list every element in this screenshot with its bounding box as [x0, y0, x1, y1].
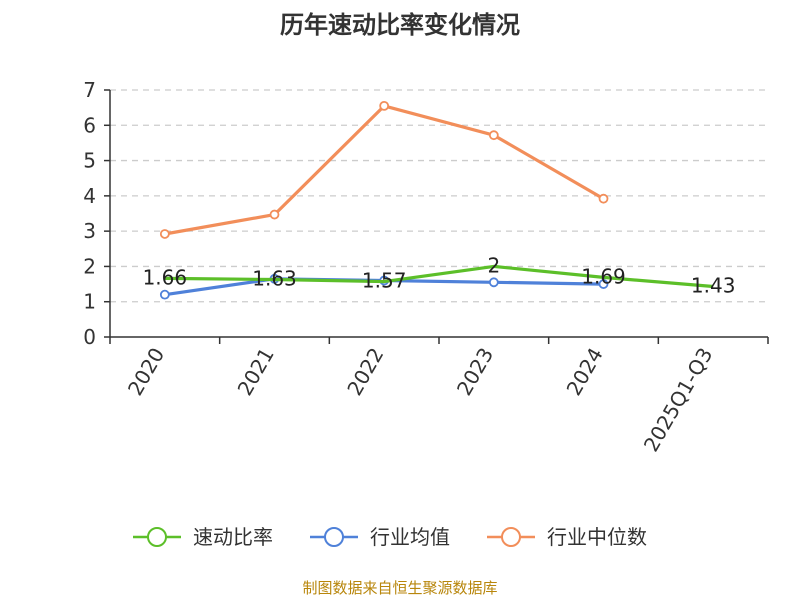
legend-label: 行业中位数 [547, 525, 647, 549]
data-label: 1.63 [252, 266, 297, 290]
legend-label: 速动比率 [193, 525, 273, 549]
x-tick-label: 2025Q1-Q3 [639, 344, 718, 456]
x-tick-label: 2022 [342, 344, 388, 400]
data-point [269, 209, 280, 220]
data-point [598, 279, 609, 289]
legend-marker [501, 527, 521, 547]
y-tick-label: 6 [83, 113, 96, 137]
x-tick-label: 2021 [233, 344, 279, 400]
source-note: 制图数据来自恒生聚源数据库 [302, 579, 497, 597]
y-tick-label: 0 [83, 325, 96, 349]
y-tick-label: 2 [83, 254, 96, 278]
data-label: 1.69 [581, 264, 626, 288]
legend-label: 行业均值 [370, 525, 450, 549]
y-tick-label: 4 [83, 184, 96, 208]
legend-item[interactable]: 行业均值 [310, 525, 450, 549]
data-point [488, 277, 499, 288]
chart-title: 历年速动比率变化情况 [280, 11, 520, 39]
series-line [164, 264, 714, 289]
series-line [164, 104, 605, 236]
x-tick-label: 2020 [123, 344, 169, 400]
legend-item[interactable]: 行业中位数 [487, 525, 647, 549]
y-tick-label: 7 [83, 78, 96, 102]
data-point [598, 193, 609, 204]
data-label: 1.43 [691, 274, 736, 298]
legend-item[interactable]: 速动比率 [133, 525, 273, 549]
data-label-layer: 1.66 1.63 1.57 2 1.69 1.43 [143, 253, 736, 297]
x-tick-label: 2023 [452, 344, 498, 400]
legend-marker [324, 527, 344, 547]
data-point [159, 229, 170, 239]
legend-marker [147, 527, 167, 547]
y-tick-label: 1 [83, 290, 96, 314]
y-tick-label: 3 [83, 219, 96, 243]
data-label: 2 [487, 253, 500, 277]
data-point [379, 100, 390, 111]
data-point [159, 289, 170, 300]
legend[interactable]: 速动比率 行业均值 行业中位数 [133, 525, 647, 549]
y-tick-label: 5 [83, 149, 96, 173]
series-layer [159, 100, 714, 300]
data-label: 1.66 [143, 265, 188, 289]
x-tick-label: 2024 [562, 344, 608, 400]
data-point [488, 130, 499, 141]
data-label: 1.57 [362, 269, 407, 293]
